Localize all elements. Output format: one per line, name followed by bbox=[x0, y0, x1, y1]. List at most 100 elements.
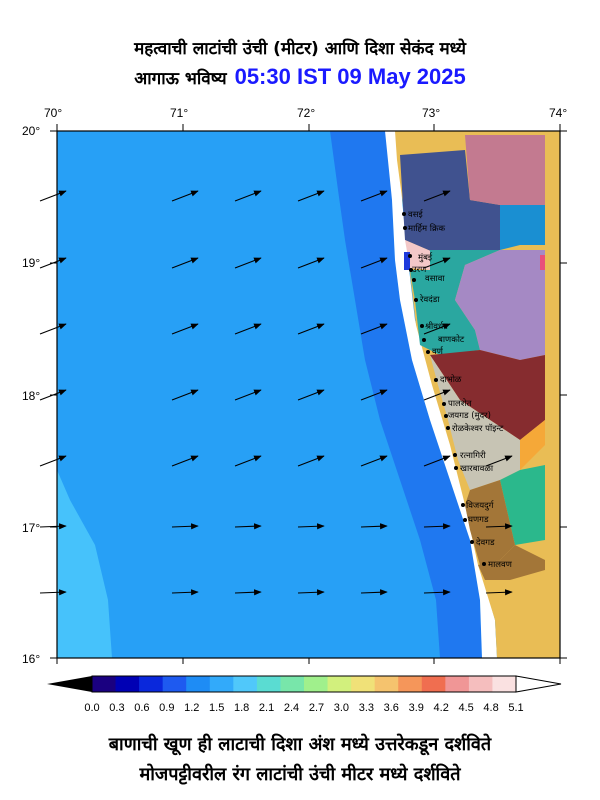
colorbar-over-triangle bbox=[515, 675, 562, 693]
colorbar-tick-label: 0.6 bbox=[134, 702, 150, 714]
colorbar-tick-label: 2.1 bbox=[258, 702, 275, 714]
wave-arrow bbox=[423, 190, 451, 202]
place-ghangad: घणगड bbox=[468, 515, 489, 525]
wave-arrow bbox=[171, 523, 199, 530]
wave-arrow bbox=[39, 523, 67, 530]
colorbar-tick-label: 4.5 bbox=[458, 702, 474, 714]
wave-arrow bbox=[297, 455, 325, 467]
lon-label-74: 74° bbox=[549, 106, 568, 120]
place-ratnagiri: रत्नागिरी bbox=[460, 450, 486, 461]
wave-arrow bbox=[360, 190, 388, 202]
place-malvan: मालवण bbox=[488, 560, 513, 570]
colorbar-tick-label: 4.2 bbox=[433, 702, 449, 714]
place-mahim-creek: मार्हिम क्रिक bbox=[408, 223, 446, 234]
wave-arrow bbox=[423, 323, 451, 335]
colorbar-frame bbox=[91, 675, 517, 693]
colorbar-tick-label: 3.9 bbox=[408, 702, 424, 714]
colorbar-tick-label: 2.4 bbox=[283, 702, 300, 714]
wave-arrow bbox=[39, 589, 67, 596]
colorbar-swatch bbox=[445, 676, 470, 692]
wave-arrow bbox=[360, 523, 388, 530]
district-thane-east bbox=[500, 205, 545, 250]
wave-arrow bbox=[297, 257, 325, 269]
colorbar-swatch bbox=[115, 676, 140, 692]
footer-line1: बाणाची खूण ही लाटाची दिशा अंश मध्ये उत्त… bbox=[108, 734, 492, 755]
wave-arrow bbox=[234, 190, 262, 202]
colorbar-tick-label: 3.3 bbox=[358, 702, 374, 714]
wave-arrow bbox=[297, 389, 325, 401]
district-ratnagiri bbox=[430, 355, 520, 490]
wave-arrow bbox=[39, 257, 67, 269]
colorbar-tick-label: 2.7 bbox=[308, 702, 325, 714]
lon-label-73: 73° bbox=[422, 106, 441, 120]
place-dabhol: दाभोळ bbox=[440, 374, 462, 385]
colorbar-swatch bbox=[421, 676, 446, 692]
wave-arrow bbox=[234, 523, 262, 530]
lat-label-19: 19° bbox=[22, 256, 41, 270]
wave-arrows bbox=[39, 190, 513, 596]
map-ticks bbox=[50, 124, 567, 664]
colorbar-swatch bbox=[374, 676, 399, 692]
colorbar-swatch bbox=[162, 676, 187, 692]
colorbar-tick-label: 4.8 bbox=[483, 702, 499, 714]
colorbar-swatch bbox=[468, 676, 493, 692]
wave-arrow bbox=[423, 257, 451, 269]
district-sindhudurg-north bbox=[465, 480, 515, 565]
colorbar-under-triangle bbox=[47, 676, 92, 692]
colorbar bbox=[47, 675, 562, 693]
colorbar-tick-label: 3.0 bbox=[333, 702, 350, 714]
place-revdanda: रेवदंडा bbox=[419, 294, 440, 305]
map-area bbox=[57, 131, 560, 658]
district-palghar bbox=[400, 150, 500, 255]
wave-arrow bbox=[297, 523, 325, 530]
colorbar-tick-label: 0.3 bbox=[109, 702, 125, 714]
lon-label-72: 72° bbox=[297, 106, 316, 120]
colorbar-swatch bbox=[327, 676, 352, 692]
lat-label-18: 18° bbox=[22, 389, 41, 403]
place-uran: उरण bbox=[412, 265, 427, 275]
coastal-strip bbox=[385, 131, 497, 658]
place-bankot: बाणकोट bbox=[438, 334, 465, 345]
lon-label-71: 71° bbox=[170, 106, 189, 120]
wave-arrow bbox=[423, 455, 451, 467]
colorbar-tick-label: 1.5 bbox=[209, 702, 225, 714]
wave-arrow bbox=[171, 589, 199, 596]
colorbar-tick-label: 0.9 bbox=[159, 702, 175, 714]
district-kolhapur-west bbox=[520, 420, 545, 470]
place-jaigad: जयगड (मुदर) bbox=[448, 411, 491, 421]
wave-arrow bbox=[171, 455, 199, 467]
colorbar-swatch bbox=[280, 676, 305, 692]
place-vasai: वसई bbox=[408, 209, 424, 220]
place-vijaydurg: विजयदुर्ग bbox=[466, 500, 494, 511]
lat-label-20: 20° bbox=[22, 124, 41, 138]
forecast-timestamp: 05:30 IST 09 May 2025 bbox=[234, 64, 466, 89]
wave-arrow bbox=[234, 589, 262, 596]
colorbar-swatch bbox=[139, 676, 164, 692]
lat-label-16: 16° bbox=[22, 652, 41, 666]
colorbar-swatch bbox=[233, 676, 258, 692]
wave-arrow bbox=[234, 389, 262, 401]
title-line1: महत्वाची लाटांची उंची (मीटर) आणि दिशा से… bbox=[134, 39, 466, 59]
wave-arrow bbox=[171, 257, 199, 269]
district-edge bbox=[540, 255, 545, 270]
wave-arrow bbox=[234, 257, 262, 269]
colorbar-swatch bbox=[256, 676, 281, 692]
wave-arrow bbox=[39, 455, 67, 467]
wave-arrow bbox=[234, 323, 262, 335]
place-vasava: वसावा bbox=[425, 274, 445, 284]
place-varna: वर्ण bbox=[432, 346, 444, 357]
wave-arrow bbox=[485, 455, 513, 467]
wave-arrow bbox=[171, 389, 199, 401]
lat-label-17: 17° bbox=[22, 521, 41, 535]
district-sindhudurg-south bbox=[478, 545, 545, 580]
place-rolkeshwar-point: रोळकेश्वर पॉइन्ट bbox=[452, 423, 504, 434]
colorbar-tick-label: 3.6 bbox=[383, 702, 399, 714]
forecast-label: आगाऊ भविष्य bbox=[134, 69, 227, 89]
wave-arrow bbox=[234, 455, 262, 467]
wave-arrow bbox=[171, 323, 199, 335]
place-mumbai: मुंबई bbox=[418, 252, 433, 263]
place-devgad: देवगड bbox=[476, 537, 495, 548]
wave-arrow bbox=[423, 589, 451, 596]
colorbar-tick-label: 0.0 bbox=[84, 702, 100, 714]
